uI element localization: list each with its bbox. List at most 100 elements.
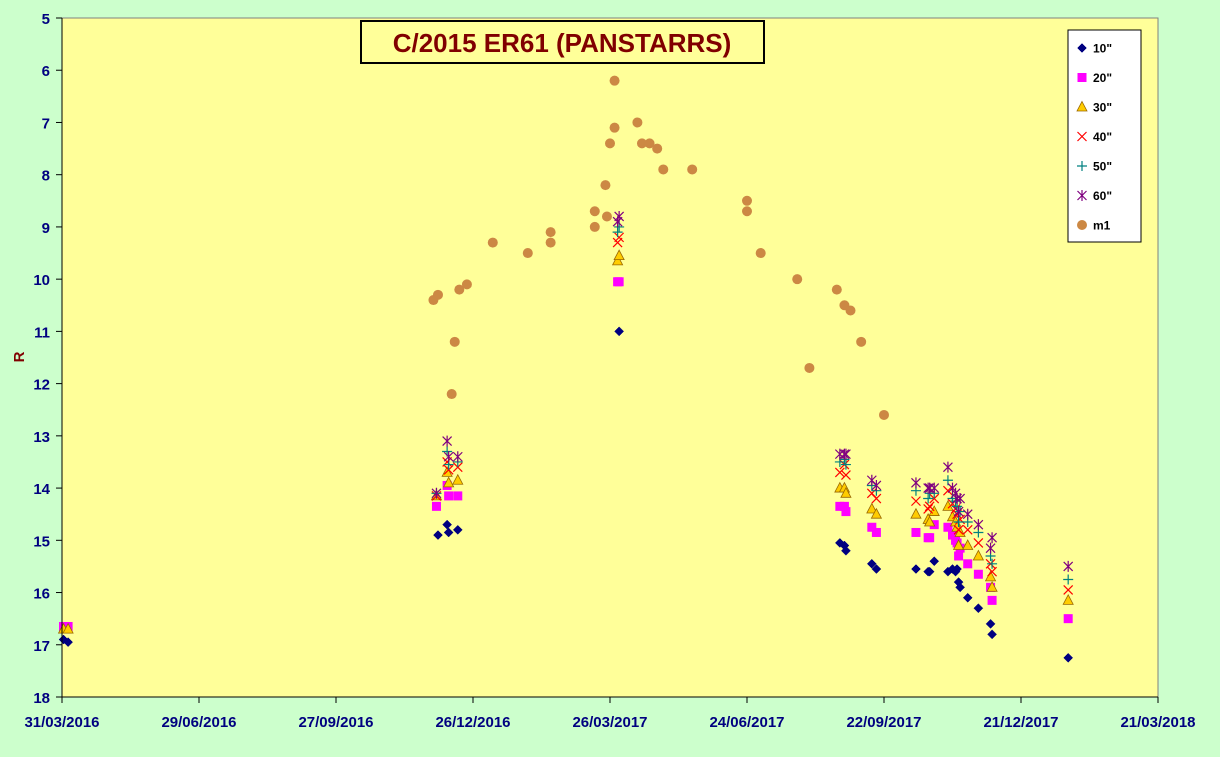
legend-label: 10"	[1093, 42, 1112, 56]
data-point	[972, 549, 985, 561]
data-point	[985, 542, 996, 554]
data-point	[841, 545, 851, 556]
chart-title: C/2015 ER61 (PANSTARRS)	[393, 28, 732, 58]
legend-label: 60"	[1093, 189, 1112, 203]
data-point	[1063, 585, 1074, 595]
x-tick-label: 31/03/2016	[24, 714, 99, 731]
legend-marker	[1076, 100, 1088, 112]
legend-label: m1	[1093, 219, 1111, 233]
data-point	[1063, 574, 1074, 585]
data-point	[63, 637, 73, 648]
data-point	[973, 519, 984, 531]
data-point	[973, 603, 984, 614]
legend-marker	[1077, 73, 1087, 82]
data-point	[911, 527, 921, 537]
data-point	[636, 138, 647, 149]
data-point	[841, 470, 851, 480]
data-point	[955, 582, 965, 593]
legend-marker	[1077, 161, 1087, 171]
data-point	[446, 389, 457, 400]
y-tick-label: 6	[42, 63, 50, 80]
data-point	[952, 539, 965, 550]
data-point	[943, 522, 953, 532]
data-point	[929, 493, 940, 504]
x-tick-label: 29/06/2016	[161, 714, 236, 731]
data-point	[973, 569, 983, 579]
data-point	[954, 551, 964, 561]
data-point	[963, 559, 973, 569]
data-point	[870, 507, 883, 519]
data-point	[431, 501, 441, 511]
data-point	[742, 195, 752, 206]
data-point	[433, 530, 443, 540]
data-point	[923, 504, 934, 514]
data-point	[614, 232, 625, 243]
data-point	[962, 508, 973, 520]
data-point	[953, 524, 964, 535]
data-point	[522, 248, 533, 259]
x-tick-label: 26/12/2016	[435, 714, 510, 731]
data-point	[924, 482, 935, 494]
data-point	[953, 506, 964, 518]
data-point	[545, 227, 556, 238]
legend-marker	[1077, 131, 1087, 142]
y-tick-label: 17	[33, 638, 50, 655]
data-point	[942, 475, 953, 486]
data-point	[58, 634, 69, 645]
data-point	[601, 211, 612, 222]
data-point	[632, 117, 643, 128]
data-point	[911, 477, 921, 489]
data-point	[589, 206, 600, 217]
y-tick-label: 16	[33, 586, 50, 603]
y-tick-label: 8	[42, 168, 50, 185]
data-point	[866, 558, 877, 569]
data-point	[432, 289, 443, 300]
data-point	[952, 564, 962, 574]
data-point	[962, 524, 973, 535]
y-tick-label: 13	[33, 429, 50, 446]
points-layer	[57, 75, 1074, 663]
data-point	[443, 464, 454, 475]
chart-title-box: C/2015 ER61 (PANSTARRS)	[360, 20, 765, 64]
data-point	[943, 461, 953, 473]
data-point	[442, 519, 452, 530]
series-diamond	[58, 326, 1074, 663]
data-point	[955, 493, 966, 505]
data-point	[962, 592, 973, 603]
x-tick-label: 26/03/2017	[572, 714, 647, 731]
data-point	[614, 277, 624, 287]
data-point	[841, 448, 851, 460]
data-point	[987, 595, 997, 605]
y-tick-label: 7	[42, 115, 50, 132]
data-point	[987, 566, 998, 577]
legend-label: 30"	[1093, 101, 1112, 115]
data-point	[929, 482, 940, 494]
data-point	[1063, 652, 1074, 663]
legend: 10" 20" 30" 40" 50" 60" m1	[1067, 29, 1142, 243]
legend-marker	[1077, 220, 1087, 230]
data-point	[839, 501, 849, 511]
data-point	[924, 566, 935, 577]
data-point	[614, 326, 624, 337]
data-point	[658, 164, 669, 175]
data-point	[454, 284, 465, 295]
data-point	[644, 138, 655, 149]
ticks-layer: 5 6 7 8 9 10 11 12 13 14 15 16 17 18 31/03/2016 29/06/2…	[24, 11, 1195, 731]
data-point	[871, 527, 881, 537]
data-point	[841, 507, 851, 517]
data-point	[452, 525, 463, 535]
data-point	[845, 305, 856, 316]
y-tick-label: 14	[33, 481, 50, 498]
data-point	[613, 249, 625, 261]
plot-area	[61, 17, 1159, 698]
data-point	[453, 491, 463, 501]
data-point	[985, 619, 996, 629]
x-tick-label: 21/12/2017	[983, 714, 1058, 731]
data-point	[1063, 614, 1073, 624]
data-point	[487, 237, 498, 248]
data-point	[792, 274, 803, 285]
data-point	[545, 237, 556, 248]
x-tick-label: 27/09/2016	[298, 714, 373, 731]
data-point	[840, 459, 851, 470]
